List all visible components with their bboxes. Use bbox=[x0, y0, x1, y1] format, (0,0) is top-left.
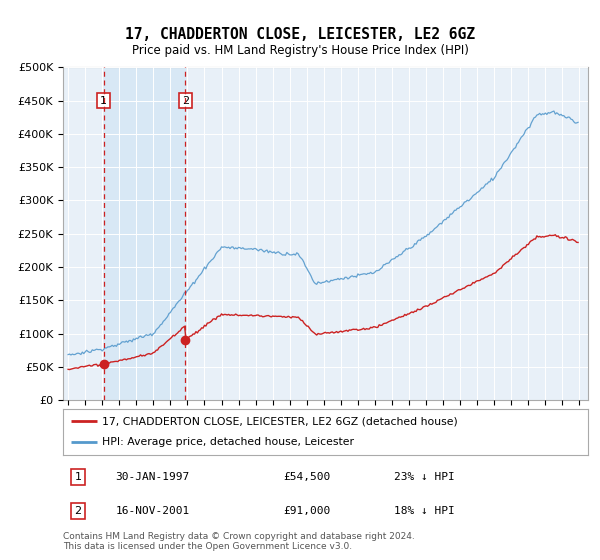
Text: Contains HM Land Registry data © Crown copyright and database right 2024.
This d: Contains HM Land Registry data © Crown c… bbox=[63, 532, 415, 552]
Text: HPI: Average price, detached house, Leicester: HPI: Average price, detached house, Leic… bbox=[103, 437, 355, 447]
Text: 23% ↓ HPI: 23% ↓ HPI bbox=[394, 472, 455, 482]
Text: 16-NOV-2001: 16-NOV-2001 bbox=[115, 506, 190, 516]
Text: £54,500: £54,500 bbox=[284, 472, 331, 482]
Text: 1: 1 bbox=[74, 472, 82, 482]
Text: 30-JAN-1997: 30-JAN-1997 bbox=[115, 472, 190, 482]
Text: 17, CHADDERTON CLOSE, LEICESTER, LE2 6GZ: 17, CHADDERTON CLOSE, LEICESTER, LE2 6GZ bbox=[125, 27, 475, 42]
Text: 2: 2 bbox=[182, 96, 189, 105]
Text: 18% ↓ HPI: 18% ↓ HPI bbox=[394, 506, 455, 516]
Text: £91,000: £91,000 bbox=[284, 506, 331, 516]
Text: 2: 2 bbox=[74, 506, 82, 516]
Text: 1: 1 bbox=[100, 96, 107, 105]
Text: 17, CHADDERTON CLOSE, LEICESTER, LE2 6GZ (detached house): 17, CHADDERTON CLOSE, LEICESTER, LE2 6GZ… bbox=[103, 416, 458, 426]
Bar bbox=[104, 67, 185, 400]
Text: Price paid vs. HM Land Registry's House Price Index (HPI): Price paid vs. HM Land Registry's House … bbox=[131, 44, 469, 57]
